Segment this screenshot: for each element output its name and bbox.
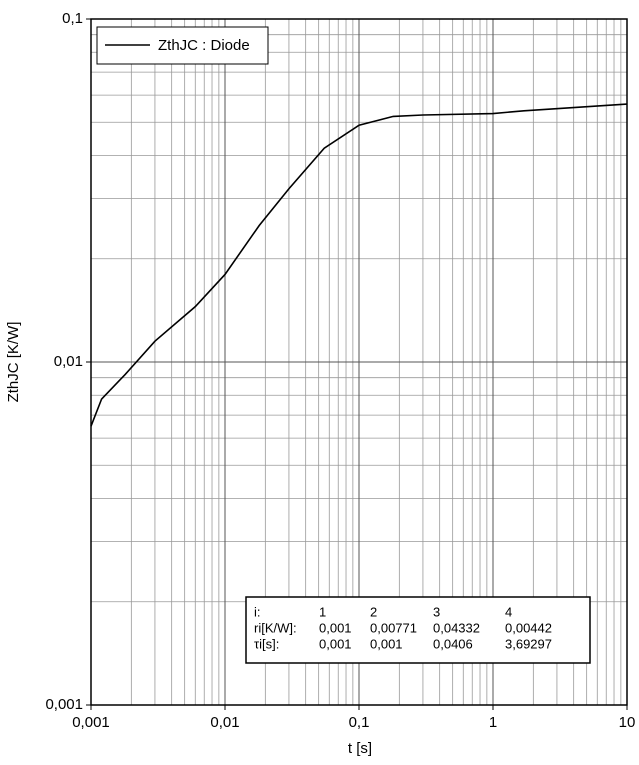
table-cell: 0,04332 xyxy=(433,620,480,635)
table-cell: τi[s]: xyxy=(254,636,279,651)
table-box xyxy=(245,596,591,664)
table-cell: 0,00771 xyxy=(370,620,417,635)
data-line xyxy=(90,103,628,427)
table-cell: i: xyxy=(254,604,261,619)
y-axis-label: ZthJC [K/W] xyxy=(5,322,22,403)
table-cell: 0,00442 xyxy=(505,620,552,635)
table-cell: 0,001 xyxy=(319,620,352,635)
x-tick-label: 10 xyxy=(619,714,636,731)
legend-label: ZthJC : Diode xyxy=(158,37,250,54)
table-cell: 2 xyxy=(370,604,377,619)
x-axis-label: t [s] xyxy=(348,740,372,757)
x-tick-label: 0,01 xyxy=(210,714,239,731)
table-cell: ri[K/W]: xyxy=(254,620,297,635)
x-tick-label: 0,001 xyxy=(72,714,110,731)
plot-frame xyxy=(90,18,628,706)
y-tick-label: 0,001 xyxy=(45,696,83,713)
table-cell: 0,001 xyxy=(319,636,352,651)
y-tick-label: 0,01 xyxy=(54,353,83,370)
x-tick-label: 0,1 xyxy=(349,714,370,731)
y-tick-label: 0,1 xyxy=(62,10,83,27)
table-cell: 0,001 xyxy=(370,636,403,651)
x-tick-label: 1 xyxy=(489,714,497,731)
table-cell: 4 xyxy=(505,604,512,619)
table-cell: 0,0406 xyxy=(433,636,473,651)
table-cell: 3,69297 xyxy=(505,636,552,651)
table-cell: 3 xyxy=(433,604,440,619)
table-cell: 1 xyxy=(319,604,326,619)
